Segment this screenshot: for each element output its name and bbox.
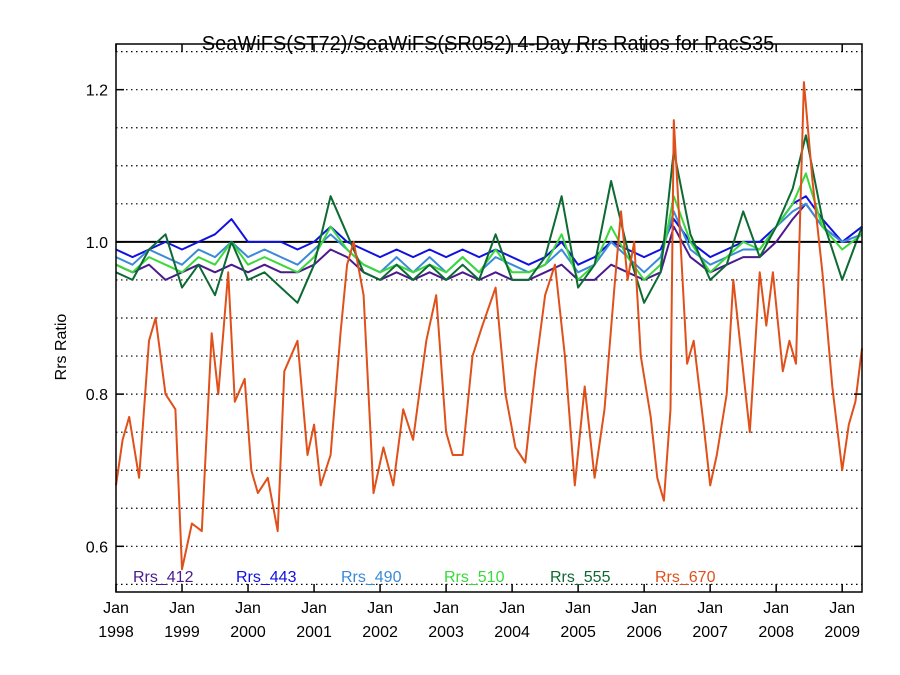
ticks: 0.6 0.8 1.0 1.2 Jan 1998 Jan 1999 Jan 2000 Jan 2001… xyxy=(86,44,862,641)
x-tick-year-label: 2004 xyxy=(494,624,530,641)
x-tick-month-label: Jan xyxy=(631,600,657,617)
x-tick-year-label: 2008 xyxy=(758,624,794,641)
y-tick-label: 1.2 xyxy=(86,83,108,100)
x-tick-year-label: 1998 xyxy=(98,624,134,641)
x-tick-month-label: Jan xyxy=(301,600,327,617)
series-line-rrs-443 xyxy=(115,195,863,266)
x-tick-year-label: 2003 xyxy=(428,624,464,641)
y-tick-label: 0.8 xyxy=(86,387,108,404)
legend-entry-rrs-555: Rrs_555 xyxy=(550,569,611,586)
x-tick-year-label: 2007 xyxy=(692,624,728,641)
x-tick-month-label: Jan xyxy=(367,600,393,617)
x-tick-month-label: Jan xyxy=(235,600,261,617)
gridlines xyxy=(116,51,862,585)
x-tick-month-label: Jan xyxy=(499,600,525,617)
legend: Rrs_412 Rrs_443 Rrs_490 Rrs_510 Rrs_555 Rrs_6… xyxy=(133,569,716,586)
x-tick-year-label: 2001 xyxy=(296,624,332,641)
x-tick-month-label: Jan xyxy=(565,600,591,617)
x-tick-month-label: Jan xyxy=(829,600,855,617)
series-line-rrs-555 xyxy=(115,134,863,304)
x-tick-year-label: 2000 xyxy=(230,624,266,641)
series-lines xyxy=(115,81,863,571)
legend-entry-rrs-412: Rrs_412 xyxy=(133,569,194,586)
series-line-rrs-490 xyxy=(115,202,863,274)
x-tick-year-label: 1999 xyxy=(164,624,200,641)
series-line-rrs-670 xyxy=(115,81,863,571)
x-tick-month-label: Jan xyxy=(433,600,459,617)
series-line-rrs-510 xyxy=(115,172,863,281)
x-tick-year-label: 2005 xyxy=(560,624,596,641)
axes xyxy=(115,43,863,593)
legend-entry-rrs-490: Rrs_490 xyxy=(341,569,402,586)
y-tick-label: 0.6 xyxy=(86,539,108,556)
y-tick-label: 1.0 xyxy=(86,235,108,252)
x-tick-year-label: 2002 xyxy=(362,624,398,641)
series-line-rrs-412 xyxy=(115,202,862,281)
x-tick-month-label: Jan xyxy=(103,600,129,617)
x-tick-month-label: Jan xyxy=(697,600,723,617)
x-tick-month-label: Jan xyxy=(169,600,195,617)
legend-entry-rrs-443: Rrs_443 xyxy=(236,569,297,586)
x-tick-year-label: 2009 xyxy=(824,624,860,641)
x-tick-year-label: 2006 xyxy=(626,624,662,641)
legend-entry-rrs-670: Rrs_670 xyxy=(655,569,716,586)
y-axis-label: Rrs Ratio xyxy=(53,314,70,381)
x-tick-month-label: Jan xyxy=(763,600,789,617)
plot-frame xyxy=(115,43,863,593)
legend-entry-rrs-510: Rrs_510 xyxy=(444,569,505,586)
